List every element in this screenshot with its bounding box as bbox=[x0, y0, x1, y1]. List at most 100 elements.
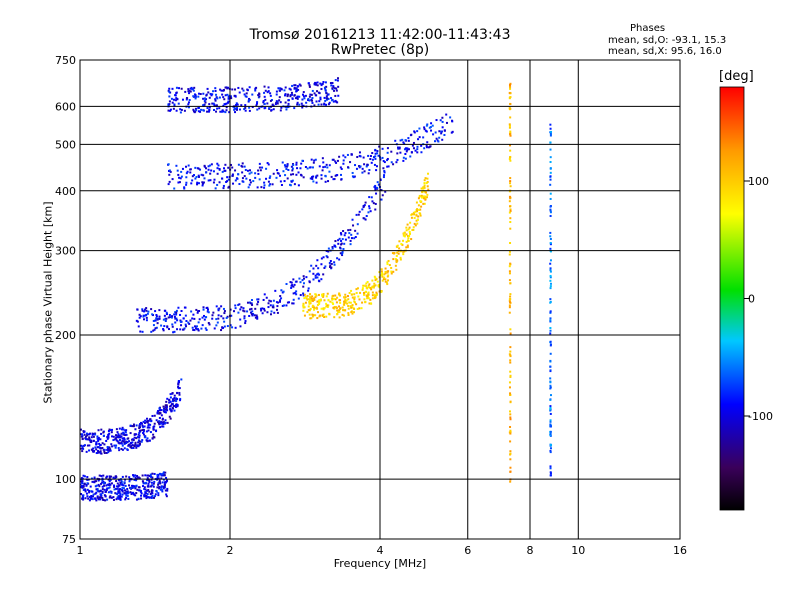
data-point bbox=[363, 298, 366, 301]
data-point bbox=[223, 169, 226, 172]
data-point bbox=[112, 496, 115, 499]
data-point bbox=[246, 89, 249, 92]
data-point bbox=[237, 163, 240, 166]
data-point bbox=[105, 475, 108, 478]
data-point bbox=[165, 493, 168, 496]
data-point bbox=[370, 288, 373, 291]
data-point bbox=[150, 308, 153, 311]
data-point bbox=[112, 435, 115, 438]
data-point bbox=[320, 278, 323, 281]
data-point bbox=[380, 268, 383, 271]
data-point bbox=[133, 436, 136, 439]
data-point bbox=[132, 491, 135, 494]
data-point bbox=[283, 94, 286, 97]
data-point bbox=[311, 101, 314, 104]
data-point bbox=[285, 167, 288, 170]
data-point bbox=[353, 301, 356, 304]
data-point bbox=[98, 474, 101, 477]
data-point bbox=[549, 451, 552, 454]
data-point bbox=[347, 313, 350, 316]
data-point bbox=[295, 293, 298, 296]
data-point bbox=[347, 236, 350, 239]
data-point bbox=[258, 107, 261, 110]
data-point bbox=[427, 172, 430, 175]
data-point bbox=[299, 84, 302, 87]
data-point bbox=[259, 307, 262, 310]
data-point bbox=[179, 320, 182, 323]
data-point bbox=[105, 476, 108, 479]
data-point bbox=[328, 312, 331, 315]
data-point bbox=[350, 306, 353, 309]
data-point bbox=[376, 186, 379, 189]
data-point bbox=[233, 108, 236, 111]
data-point bbox=[271, 104, 274, 107]
data-point bbox=[215, 104, 218, 107]
data-point bbox=[331, 298, 334, 301]
data-point bbox=[113, 484, 116, 487]
data-point bbox=[549, 419, 552, 422]
data-point bbox=[108, 432, 111, 435]
data-point bbox=[320, 174, 323, 177]
data-point bbox=[324, 265, 327, 268]
data-point bbox=[139, 429, 142, 432]
data-point bbox=[297, 85, 300, 88]
data-point bbox=[206, 306, 209, 309]
data-point bbox=[418, 194, 421, 197]
data-point bbox=[316, 174, 319, 177]
data-point bbox=[367, 291, 370, 294]
data-point bbox=[300, 162, 303, 165]
data-point bbox=[168, 173, 171, 176]
data-point bbox=[382, 160, 385, 163]
data-point bbox=[302, 277, 305, 280]
data-point bbox=[194, 166, 197, 169]
data-point bbox=[129, 432, 132, 435]
data-point bbox=[326, 305, 329, 308]
data-point bbox=[342, 159, 345, 162]
data-point bbox=[151, 437, 154, 440]
data-point bbox=[332, 178, 335, 181]
data-point bbox=[236, 108, 239, 111]
data-point bbox=[106, 498, 109, 501]
data-point bbox=[226, 180, 229, 183]
data-point bbox=[198, 318, 201, 321]
data-point bbox=[302, 95, 305, 98]
data-point bbox=[315, 176, 318, 179]
data-point bbox=[301, 98, 304, 101]
data-point bbox=[229, 308, 232, 311]
data-point bbox=[337, 94, 340, 97]
data-point bbox=[549, 359, 552, 362]
data-point bbox=[320, 103, 323, 106]
data-point bbox=[343, 234, 346, 237]
data-point bbox=[80, 493, 83, 496]
data-point bbox=[509, 361, 512, 364]
data-point bbox=[213, 327, 216, 330]
data-point bbox=[298, 95, 301, 98]
data-point bbox=[316, 273, 319, 276]
data-point bbox=[270, 310, 273, 313]
data-point bbox=[310, 299, 313, 302]
data-point bbox=[140, 492, 143, 495]
data-point bbox=[509, 432, 512, 435]
data-point bbox=[324, 88, 327, 91]
data-point bbox=[90, 494, 93, 497]
data-point bbox=[177, 381, 180, 384]
data-point bbox=[317, 267, 320, 270]
data-point bbox=[282, 290, 285, 293]
data-point bbox=[146, 437, 149, 440]
data-point bbox=[82, 484, 85, 487]
data-point bbox=[245, 95, 248, 98]
data-point bbox=[509, 132, 512, 135]
data-point bbox=[409, 221, 412, 224]
data-point bbox=[131, 425, 134, 428]
data-point bbox=[167, 316, 170, 319]
data-point bbox=[241, 87, 244, 90]
data-point bbox=[375, 293, 378, 296]
data-point bbox=[343, 302, 346, 305]
data-point bbox=[549, 310, 552, 313]
data-point bbox=[91, 480, 94, 483]
data-point bbox=[86, 488, 89, 491]
data-point bbox=[369, 158, 372, 161]
data-point bbox=[209, 172, 212, 175]
data-point bbox=[134, 444, 137, 447]
data-point bbox=[404, 139, 407, 142]
